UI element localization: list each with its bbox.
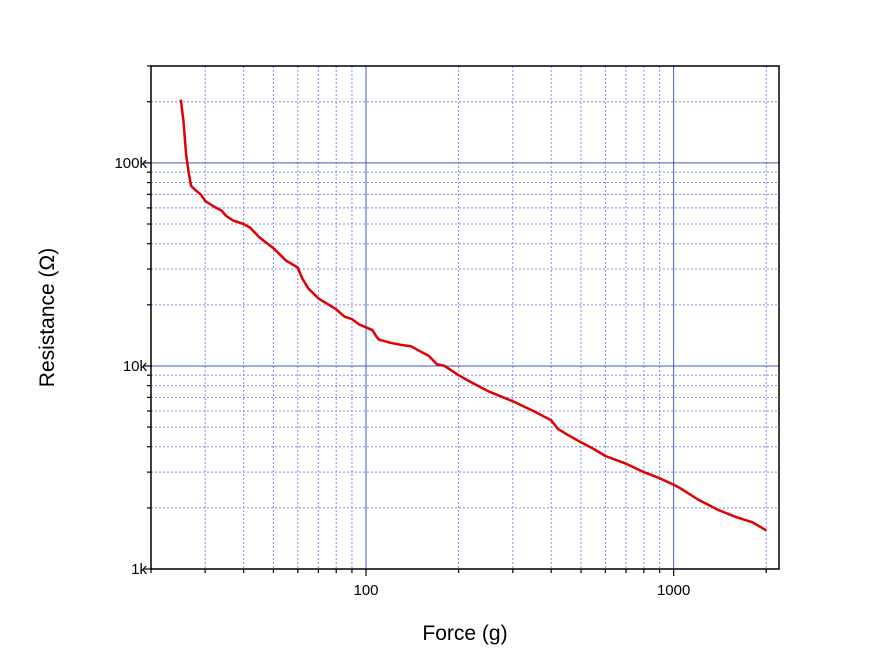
y-tick-label: 100k — [114, 155, 147, 172]
data-series — [179, 99, 767, 532]
minor-grid — [150, 65, 779, 569]
x-tick-label: 1000 — [657, 582, 690, 599]
x-axis-title: Force (g) — [422, 622, 507, 645]
major-grid — [151, 66, 779, 570]
x-tick-labels: 100 1000 — [354, 582, 691, 599]
x-tick-label: 100 — [354, 582, 379, 599]
series-line — [179, 99, 767, 532]
plot-frame — [150, 65, 780, 570]
axis-ticks — [144, 65, 767, 576]
y-tick-labels: 1k 10k 100k — [114, 155, 147, 578]
y-tick-label: 1k — [131, 561, 147, 578]
y-tick-label: 10k — [123, 358, 148, 375]
y-axis-title: Resistance (Ω) — [36, 248, 59, 387]
